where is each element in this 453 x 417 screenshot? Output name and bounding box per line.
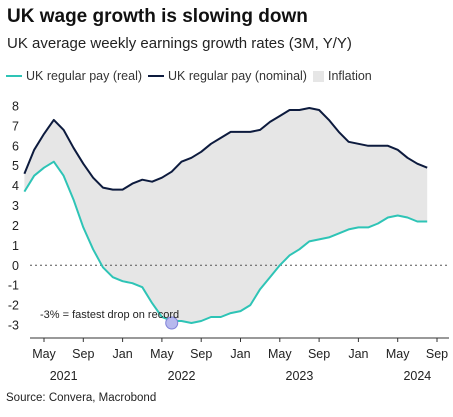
x-year-label: 2021 <box>50 369 78 383</box>
legend-item-inflation: Inflation <box>312 69 372 83</box>
x-year-label: 2023 <box>286 369 314 383</box>
y-tick-label: -2 <box>8 299 19 313</box>
legend-item-nominal: UK regular pay (nominal) <box>148 69 307 83</box>
y-tick-label: 8 <box>12 100 19 114</box>
legend-label-nominal: UK regular pay (nominal) <box>168 69 307 83</box>
x-tick-label: May <box>150 347 174 361</box>
source-note: Source: Convera, Macrobond <box>6 392 157 404</box>
y-tick-label: 7 <box>12 119 19 133</box>
legend-swatch-real <box>6 75 22 77</box>
x-year-label: 2022 <box>168 369 196 383</box>
series-line-real <box>23 160 428 324</box>
legend: UK regular pay (real) UK regular pay (no… <box>6 69 378 83</box>
x-tick-label: May <box>32 347 56 361</box>
y-tick-label: 4 <box>12 179 19 193</box>
x-tick-label: May <box>268 347 292 361</box>
legend-label-inflation: Inflation <box>327 69 372 83</box>
legend-swatch-inflation <box>312 70 324 82</box>
x-tick-label: Sep <box>308 347 330 361</box>
y-tick-label: 0 <box>12 259 19 273</box>
inflation-area <box>24 108 428 323</box>
y-tick-label: 5 <box>12 159 19 173</box>
x-tick-label: Jan <box>230 347 250 361</box>
legend-label-real: UK regular pay (real) <box>26 69 143 83</box>
x-tick-label: Sep <box>426 347 448 361</box>
y-tick-label: -1 <box>8 279 19 293</box>
x-year-label: 2024 <box>403 369 431 383</box>
legend-item-real: UK regular pay (real) <box>6 69 142 83</box>
x-tick-label: Sep <box>72 347 94 361</box>
y-tick-label: 1 <box>12 239 19 253</box>
x-tick-label: Sep <box>190 347 212 361</box>
y-tick-label: -3 <box>8 319 19 333</box>
y-tick-label: 6 <box>12 139 19 153</box>
x-tick-label: May <box>386 347 410 361</box>
series-line-nominal <box>23 107 428 191</box>
chart-subtitle: UK average weekly earnings growth rates … <box>7 35 352 52</box>
legend-swatch-nominal <box>148 75 165 77</box>
y-tick-label: 2 <box>12 219 19 233</box>
x-tick-label: Jan <box>348 347 368 361</box>
annotation-marker <box>165 316 179 330</box>
annotation-label: -3% = fastest drop on record <box>40 309 179 321</box>
y-tick-label: 3 <box>12 199 19 213</box>
chart-title: UK wage growth is slowing down <box>7 6 308 27</box>
x-tick-label: Jan <box>113 347 133 361</box>
